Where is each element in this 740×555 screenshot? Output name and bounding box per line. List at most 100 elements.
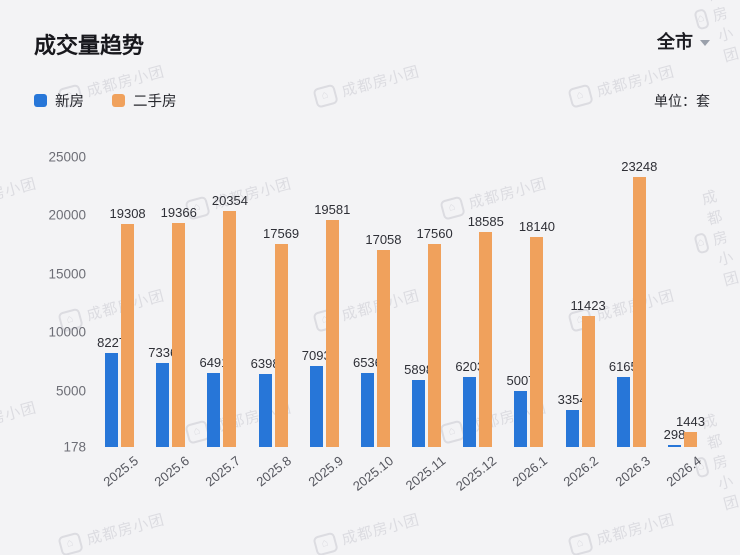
x-axis-label: 2025.12 [452,453,500,494]
resale-homes-bar[interactable]: 23248 [621,159,657,447]
x-axis-label: 2026.1 [509,453,551,490]
page: 成交量趋势 全市 新房 二手房 单位：套 178 5000 10000 15000 20… [34,28,710,494]
bar-value-label: 6536 [352,354,382,370]
resale-homes-bar[interactable]: 19366 [161,205,197,447]
bar-value-label: 18140 [518,219,556,235]
bar-value-label: 3354 [557,391,587,407]
x-axis-label: 2026.3 [611,453,653,490]
new-homes-bar[interactable]: 6491 [199,355,228,447]
bar-value-label: 8227 [97,334,127,350]
resale-homes-bar[interactable]: 19581 [314,202,350,447]
resale-homes-bar[interactable]: 20354 [212,193,248,447]
bar-group: 7093 19581 2025.9 [299,157,351,489]
bar-value-label: 6203 [455,358,485,374]
bar-value-label: 17569 [263,225,300,241]
resale-homes-bar[interactable]: 18585 [468,214,504,447]
new-homes-bar[interactable]: 5898 [404,362,433,447]
legend-item-resale-homes[interactable]: 二手房 [112,90,177,111]
legend: 新房 二手房 [34,90,177,111]
house-icon: ⌂ [567,531,594,555]
bar-value-label: 7336 [148,345,178,361]
unit-label: 单位：套 [654,92,710,109]
bar-value-label: 6165 [608,359,638,375]
resale-homes-bar[interactable]: 11423 [571,298,606,447]
house-icon: ⌂ [312,531,339,555]
watermark-text: 成都房小团 [84,511,167,549]
bar-value-label: 6398 [250,356,280,372]
new-homes-bar[interactable]: 6398 [251,356,280,447]
legend-swatch-resale-homes [112,94,125,107]
resale-homes-bar[interactable]: 17560 [417,226,453,447]
bar-value-label: 18585 [467,213,504,229]
watermark-text: 成都房小团 [339,511,422,549]
y-tick-label: 5000 [55,383,86,399]
y-tick-label: 178 [63,439,86,455]
watermark-text: 成都房小团 [594,511,677,549]
legend-swatch-new-homes [34,94,47,107]
bar-chart: 178 5000 10000 15000 20000 25000 8227 19308 202… [34,150,710,494]
x-axis-label: 2025.10 [350,453,397,494]
bar-value-label: 17058 [365,231,402,247]
x-axis-label: 2025.11 [402,453,448,494]
legend-row: 新房 二手房 单位：套 [34,90,710,111]
bar-group: 298 1443 2026.4 [657,157,708,489]
bar-value-label: 19366 [160,204,197,220]
bar-group: 6491 20354 2025.7 [196,157,248,489]
bar-value-label: 11423 [570,297,606,313]
new-homes-bar[interactable]: 7093 [302,348,331,447]
x-axis-label: 2025.9 [304,453,346,490]
y-tick-label: 20000 [48,207,86,223]
region-label: 全市 [657,32,693,52]
bar-value-label: 298 [663,427,686,442]
new-homes-bar[interactable]: 6165 [609,359,638,447]
bar-group: 8227 19308 2025.5 [94,157,146,490]
resale-homes-bar[interactable]: 19308 [110,206,146,447]
bar-group: 6536 17058 2025.10 [350,157,402,494]
resale-homes-bar[interactable]: 18140 [519,219,555,447]
bar-value-label: 5898 [404,362,434,378]
y-tick-label: 10000 [48,324,86,340]
new-homes-bar[interactable]: 6203 [455,359,484,447]
y-axis: 178 5000 10000 15000 20000 25000 [34,150,92,455]
bar-group: 7336 19366 2025.6 [145,157,197,489]
region-selector[interactable]: 全市 [657,28,710,54]
bar-value-label: 6491 [199,355,229,371]
x-axis-label: 2025.6 [151,453,192,490]
x-axis-label: 2026.4 [663,453,704,490]
y-tick-label: 15000 [48,266,86,282]
x-axis-label: 2025.7 [202,453,244,490]
legend-label-new-homes: 新房 [55,94,84,110]
watermark-item: ⌂成都房小团 [567,508,677,555]
house-icon: ⌂ [57,531,84,555]
resale-homes-bar[interactable]: 1443 [676,414,705,447]
new-homes-bar[interactable]: 6536 [353,355,382,447]
legend-label-resale-homes: 二手房 [133,94,177,110]
bar-group: 5007 18140 2026.1 [503,157,555,489]
bar-value-label: 20354 [211,193,248,209]
new-homes-bar[interactable]: 3354 [558,392,587,447]
x-axis-label: 2025.5 [100,453,141,490]
watermark-item: ⌂成都房小团 [312,508,422,555]
legend-item-new-homes[interactable]: 新房 [34,90,84,111]
header: 成交量趋势 全市 [34,28,710,60]
y-tick-label: 25000 [48,149,86,165]
bar-group: 6203 18585 2025.12 [452,157,504,494]
plot-area: 8227 19308 2025.5 7336 19366 2025.6 6491 20354 2… [92,157,710,494]
resale-homes-bar[interactable]: 17569 [263,226,299,447]
x-axis-label: 2025.8 [253,453,295,490]
bar-value-label: 17560 [416,225,453,241]
new-homes-bar[interactable]: 7336 [148,345,177,447]
bar-value-label: 19308 [109,205,146,221]
new-homes-bar[interactable]: 298 [664,427,685,447]
bar-value-label: 7093 [301,348,331,364]
bar-group: 6398 17569 2025.8 [248,157,300,489]
watermark-item: ⌂成都房小团 [57,508,167,555]
new-homes-bar[interactable]: 8227 [97,335,126,447]
new-homes-bar[interactable]: 5007 [506,373,535,447]
bar-group: 6165 23248 2026.3 [606,157,658,489]
bar-value-label: 1443 [676,414,705,430]
bar-value-label: 23248 [621,159,658,175]
page-title: 成交量趋势 [34,33,145,58]
resale-homes-bar[interactable]: 17058 [365,232,402,447]
bar-value-label: 19581 [314,202,351,218]
